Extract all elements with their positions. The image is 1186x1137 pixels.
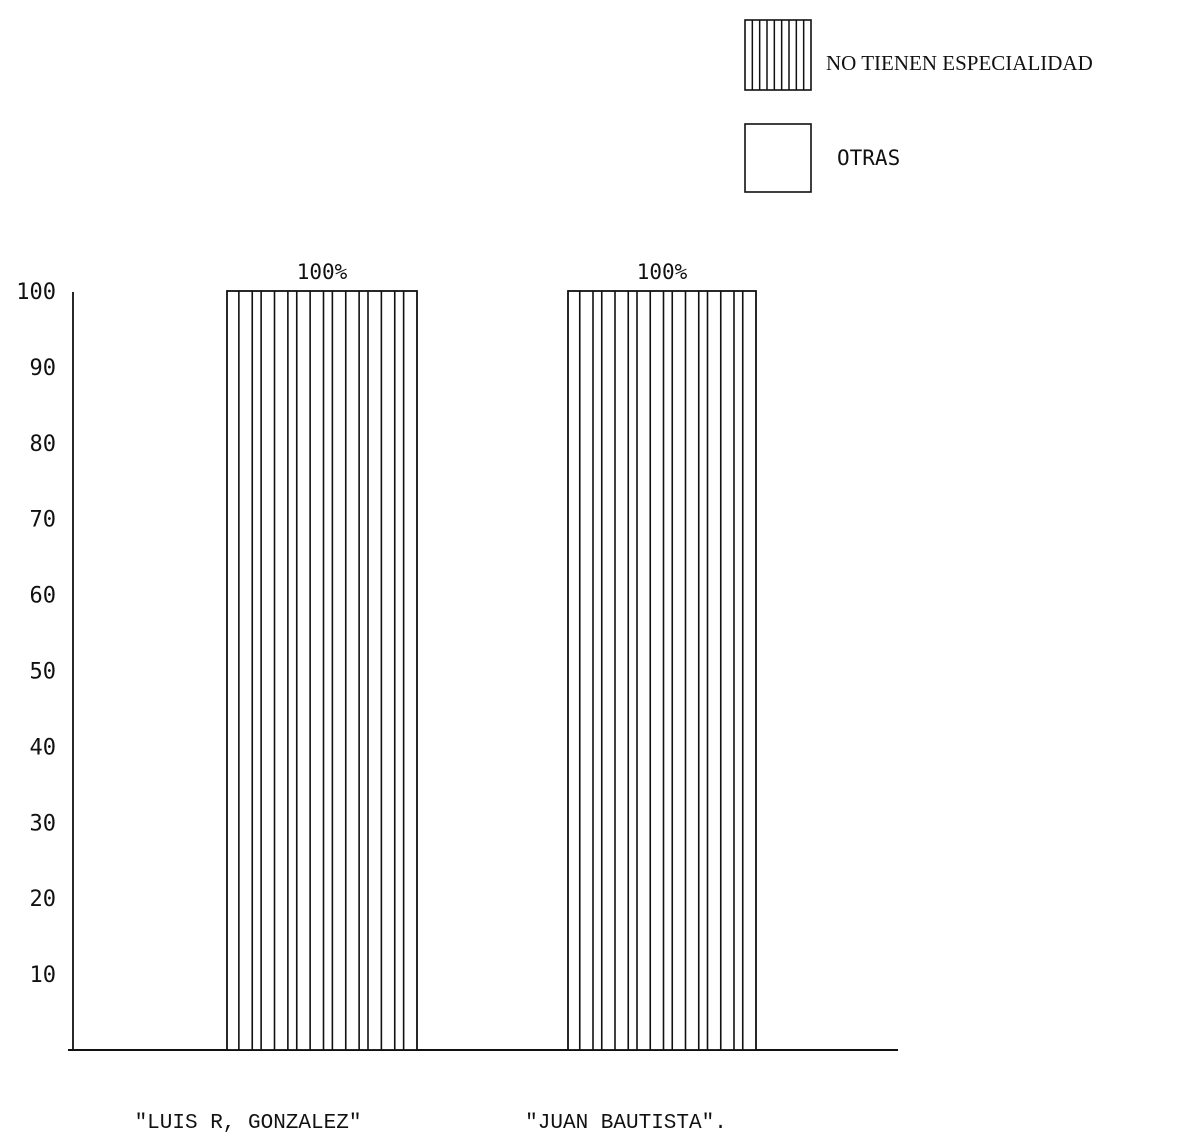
y-tick-label: 20 — [30, 887, 57, 912]
category-labels: "LUIS R, GONZALEZ" "JUAN BAUTISTA". — [135, 1112, 727, 1135]
y-tick-label: 40 — [30, 735, 57, 760]
y-tick-labels: 10 20 30 40 50 60 70 80 90 100 — [16, 280, 56, 988]
legend: NO TIENEN ESPECIALIDAD OTRAS — [744, 19, 1093, 193]
legend-label-no-tienen-especialidad: NO TIENEN ESPECIALIDAD — [826, 51, 1093, 75]
bar — [567, 290, 757, 1051]
bar-outline — [226, 290, 418, 1051]
legend-item-otras: OTRAS — [744, 123, 900, 193]
legend-swatch-hatched — [744, 19, 812, 91]
y-tick-label: 70 — [30, 508, 57, 533]
legend-label-otras: OTRAS — [837, 146, 900, 170]
legend-swatch-empty — [744, 123, 812, 193]
bar-outline — [567, 290, 757, 1051]
data-label: 100% — [637, 260, 688, 284]
category-label: "JUAN BAUTISTA". — [525, 1112, 727, 1135]
data-labels: 100% 100% — [297, 260, 688, 284]
bars — [226, 290, 757, 1051]
y-tick-label: 100 — [16, 280, 56, 305]
y-tick-label: 50 — [30, 660, 57, 685]
y-tick-label: 90 — [30, 356, 57, 381]
bar — [226, 290, 418, 1051]
legend-item-no-tienen-especialidad: NO TIENEN ESPECIALIDAD — [744, 19, 1093, 91]
y-tick-label: 10 — [30, 963, 57, 988]
category-label: "LUIS R, GONZALEZ" — [135, 1112, 362, 1135]
y-tick-label: 80 — [30, 432, 57, 457]
data-label: 100% — [297, 260, 348, 284]
y-tick-label: 60 — [30, 584, 57, 609]
y-tick-label: 30 — [30, 811, 57, 836]
